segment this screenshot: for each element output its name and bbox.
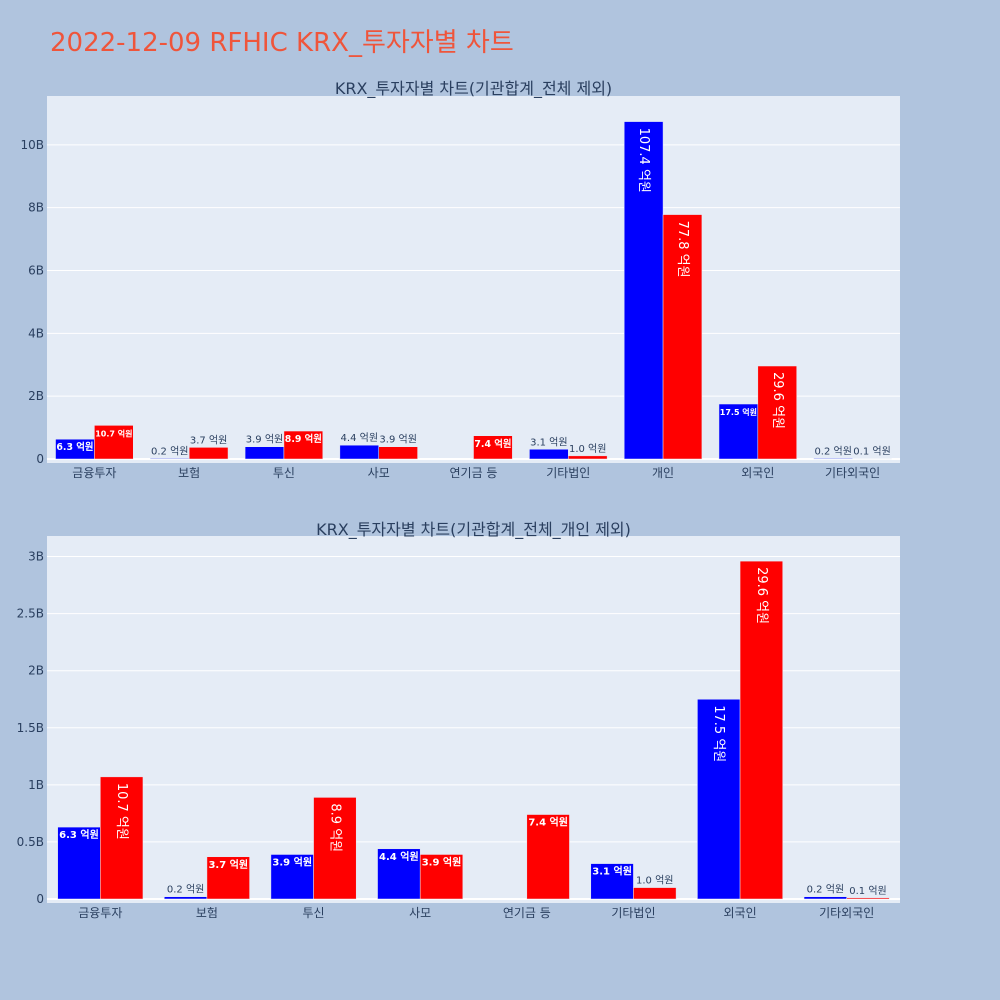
x-tick-label: 외국인 [724,906,757,920]
bar [377,848,421,900]
data-label: 8.9 억원 [327,803,342,852]
data-label: 3.9 억원 [379,434,416,446]
bar [188,447,229,460]
bar [150,458,190,460]
x-tick-label: 사모 [368,466,390,480]
data-label: 107.4 억원 [636,128,651,193]
y-tick-label: 8B [28,201,44,215]
data-label: 0.1 억원 [853,446,890,458]
data-label: 8.9 억원 [285,433,322,445]
x-tick-label: 기타외국인 [819,906,874,920]
y-tick-label: 4B [28,326,44,340]
data-label: 77.8 억원 [675,221,690,278]
bar [378,446,418,460]
bar [803,896,847,900]
data-label: 3.7 억원 [208,858,248,871]
data-label: 3.9 억원 [422,855,462,868]
y-tick-label: 2.5B [17,607,44,621]
y-tick-label: 0 [36,452,44,466]
bar [419,854,464,900]
data-label: 4.4 억원 [341,432,378,444]
bar [633,887,677,900]
data-label: 1.0 억원 [636,875,673,887]
data-label: 3.9 억원 [272,855,312,868]
chart-title: KRX_투자자별 차트(기관합계_전체_개인 제외) [316,520,631,540]
bar [623,121,664,460]
bar [662,214,703,460]
bar [590,863,634,900]
data-label: 29.6 억원 [754,567,769,624]
data-label: 6.3 억원 [56,441,93,453]
data-label: 10.7 억원 [95,428,132,438]
chart-title: KRX_투자자별 차트(기관합계_전체 제외) [335,79,612,99]
data-label: 3.9 억원 [246,434,283,446]
chart-panel-2: KRX_투자자별 차트(기관합계_전체_개인 제외) 0 0.5B 1B 1.5B 2B 2… [17,520,900,920]
data-label: 17.5 억원 [720,407,757,417]
y-tick-label: 1B [28,778,44,792]
bar [270,854,314,900]
data-label: 4.4 억원 [379,850,419,863]
bar [313,797,357,900]
y-tick-label: 2B [28,664,44,678]
data-label: 7.4 억원 [474,438,511,450]
bar [100,776,144,900]
data-label: 0.2 억원 [807,884,844,896]
x-tick-label: 투신 [303,906,325,920]
x-tick-label: 투신 [273,466,295,480]
data-label: 0.2 억원 [167,884,204,896]
bar [244,446,285,460]
x-tick-label: 개인 [652,466,674,480]
data-label: 3.1 억원 [530,436,567,448]
bar [568,455,608,460]
data-label: 0.2 억원 [151,445,188,457]
x-tick-label: 기타법인 [611,906,655,920]
bar [526,814,570,900]
bar [846,897,890,900]
bar [57,826,101,900]
bar [757,365,797,460]
y-tick-label: 1.5B [17,721,44,735]
bar [339,444,379,460]
x-tick-label: 연기금 등 [503,906,551,920]
bar [739,560,783,900]
data-label: 7.4 억원 [528,816,568,829]
x-tick-label: 보험 [178,466,200,480]
data-label: 10.7 억원 [114,783,129,840]
data-label: 0.1 억원 [849,885,886,897]
x-tick-label: 외국인 [741,466,774,480]
bar [813,458,853,460]
bar [283,430,324,460]
x-tick-label: 금융투자 [78,906,122,920]
data-label: 29.6 억원 [770,372,785,429]
y-tick-label: 0.5B [17,835,44,849]
y-tick-label: 2B [28,389,44,403]
bar [529,449,569,460]
bar [94,425,134,460]
y-tick-label: 6B [28,264,44,278]
x-tick-label: 기타법인 [546,466,590,480]
page-title: 2022-12-09 RFHIC KRX_투자자별 차트 [50,28,514,58]
data-label: 0.2 억원 [814,445,851,457]
data-label: 1.0 억원 [569,443,606,455]
chart-panel-1: KRX_투자자별 차트(기관합계_전체 제외) 0 2B 4B 6B 8B 10B 금융투자 6… [20,79,900,480]
data-label: 6.3 억원 [59,828,99,841]
bar [473,435,513,460]
bar [164,896,208,900]
bar [206,856,250,900]
bar [697,698,741,900]
y-tick-label: 10B [20,138,44,152]
data-label: 3.1 억원 [592,865,632,878]
y-tick-label: 3B [28,550,44,564]
x-tick-label: 기타외국인 [825,466,880,480]
data-label: 3.7 억원 [190,434,227,446]
x-tick-label: 사모 [409,906,431,920]
x-tick-label: 보험 [196,906,218,920]
y-tick-label: 0 [36,892,44,906]
x-tick-label: 연기금 등 [450,466,498,480]
x-tick-label: 금융투자 [72,466,116,480]
data-label: 17.5 억원 [711,705,726,762]
